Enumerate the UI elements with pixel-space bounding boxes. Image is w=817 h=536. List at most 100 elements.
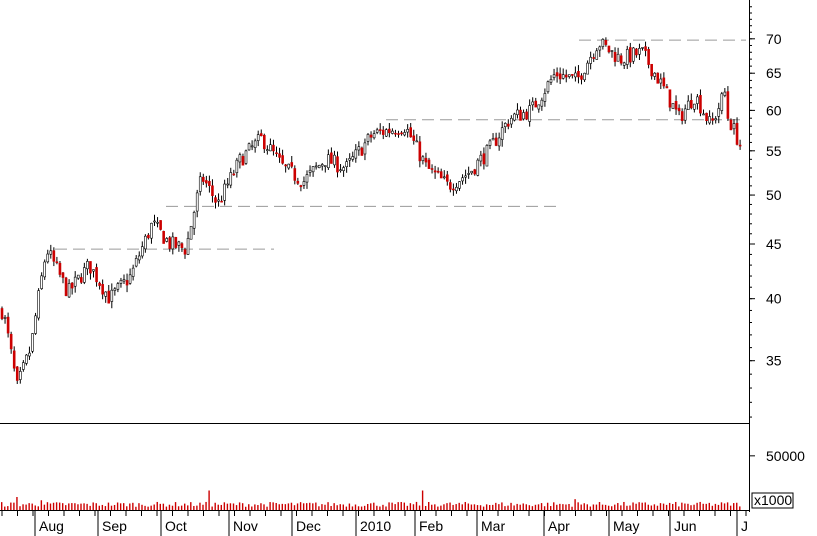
candle-body bbox=[455, 186, 458, 192]
volume-bar bbox=[479, 505, 482, 510]
volume-bar bbox=[40, 500, 43, 510]
candle-body bbox=[104, 291, 107, 297]
volume-bar bbox=[147, 506, 149, 510]
volume-bar bbox=[720, 502, 723, 510]
candle-body bbox=[406, 129, 409, 133]
candle-body bbox=[153, 220, 156, 223]
volume-bar bbox=[205, 501, 207, 510]
volume-bar bbox=[58, 502, 61, 510]
candle-body bbox=[144, 235, 147, 250]
volume-bar bbox=[132, 502, 134, 510]
candle-body bbox=[208, 181, 211, 186]
candle-body bbox=[525, 111, 528, 120]
volume-bar bbox=[293, 505, 296, 510]
candle-body bbox=[622, 62, 626, 66]
volume-bar bbox=[251, 506, 253, 510]
volume-bar bbox=[736, 502, 738, 510]
volume-bar bbox=[626, 505, 628, 510]
candle-body bbox=[665, 86, 669, 89]
volume-bar bbox=[711, 505, 714, 510]
candle-body bbox=[147, 234, 150, 239]
candle-body bbox=[378, 129, 382, 131]
candle-body bbox=[43, 261, 47, 278]
volume-bar bbox=[510, 502, 512, 510]
candle-body bbox=[516, 109, 519, 116]
volume-bar bbox=[165, 506, 168, 510]
volume-bar bbox=[580, 504, 582, 510]
volume-bar bbox=[446, 503, 448, 510]
volume-bar bbox=[434, 504, 436, 510]
volume-bar bbox=[546, 502, 549, 510]
candle-body bbox=[150, 222, 153, 239]
candle-body bbox=[549, 79, 553, 83]
candle-body bbox=[473, 169, 477, 175]
volume-bar bbox=[647, 504, 649, 510]
candle-body bbox=[485, 145, 489, 167]
volume-bar bbox=[574, 499, 576, 510]
candle-body bbox=[510, 117, 513, 125]
volume-bar bbox=[440, 505, 442, 510]
candle-body bbox=[9, 333, 13, 350]
candle-body bbox=[461, 177, 464, 182]
candle-body bbox=[488, 140, 492, 146]
candle-body bbox=[25, 354, 28, 364]
candle-body bbox=[15, 366, 19, 381]
volume-bar bbox=[37, 506, 39, 510]
candle-body bbox=[689, 99, 693, 109]
volume-bar bbox=[13, 502, 15, 510]
volume-bar bbox=[421, 490, 424, 510]
candle-body bbox=[296, 180, 300, 184]
price-tick-label: 60 bbox=[766, 102, 782, 118]
candle-body bbox=[574, 72, 577, 78]
volume-bar bbox=[223, 502, 226, 510]
volume-bar bbox=[357, 506, 360, 510]
candle-body bbox=[476, 159, 480, 176]
candle-body bbox=[116, 283, 120, 290]
candle-body bbox=[513, 113, 516, 121]
candle-body bbox=[696, 96, 699, 104]
candle-body bbox=[424, 157, 428, 163]
volume-bar bbox=[498, 504, 500, 510]
candle-body bbox=[391, 130, 394, 134]
candle-body bbox=[400, 132, 403, 135]
candle-body bbox=[644, 46, 647, 51]
volume-bar bbox=[592, 504, 595, 510]
volume-bar bbox=[315, 502, 317, 510]
month-label: Mar bbox=[481, 518, 505, 534]
candle-body bbox=[580, 75, 583, 80]
candle-body bbox=[241, 156, 245, 166]
volume-bar bbox=[690, 505, 692, 510]
volume-bar bbox=[174, 502, 177, 510]
volume-bar bbox=[263, 504, 265, 510]
candle-body bbox=[214, 197, 217, 203]
volume-bar bbox=[68, 503, 70, 510]
candle-body bbox=[3, 317, 7, 319]
volume-bar bbox=[437, 506, 439, 510]
candle-body bbox=[384, 129, 388, 137]
candle-body bbox=[601, 38, 605, 47]
volume-bar bbox=[382, 504, 384, 510]
price-tick-label: 45 bbox=[766, 236, 782, 252]
volume-bar bbox=[443, 504, 445, 510]
candle-body bbox=[162, 231, 165, 244]
volume-bar bbox=[553, 502, 555, 510]
candle-body bbox=[586, 62, 589, 75]
candle-body bbox=[500, 127, 504, 140]
volume-bar bbox=[681, 502, 683, 510]
volume-bar bbox=[4, 506, 6, 510]
volume-bar bbox=[248, 504, 250, 510]
candle-body bbox=[287, 163, 291, 169]
volume-bar bbox=[351, 506, 354, 510]
candle-body bbox=[314, 165, 318, 168]
candle-body bbox=[211, 185, 214, 196]
candle-body bbox=[372, 133, 376, 139]
volume-bar bbox=[528, 505, 531, 510]
candle-body bbox=[546, 81, 550, 93]
candle-body bbox=[705, 112, 708, 122]
volume-ticks: 50000 bbox=[749, 448, 805, 464]
candle-body bbox=[159, 220, 162, 230]
candle-body bbox=[388, 128, 391, 134]
candle-body bbox=[70, 282, 74, 289]
month-label: Oct bbox=[165, 518, 187, 534]
volume-bar bbox=[83, 503, 85, 510]
